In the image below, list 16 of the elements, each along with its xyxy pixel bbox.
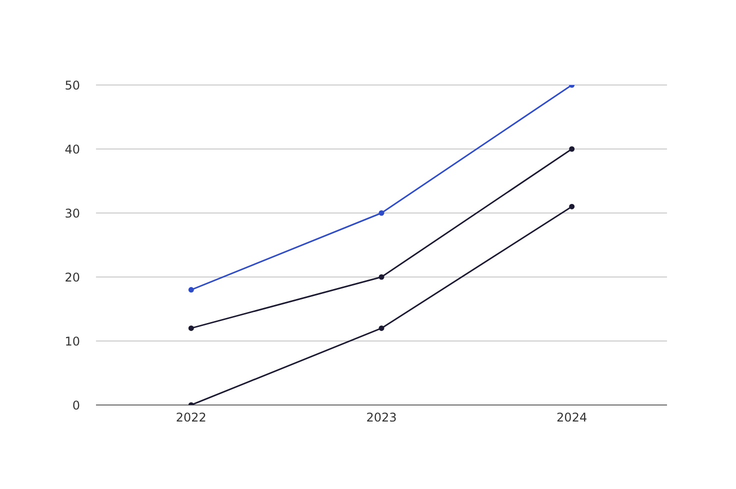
point — [569, 146, 575, 152]
y-tick-label: 40 — [64, 142, 80, 156]
y-tick-label: 50 — [64, 78, 80, 92]
point — [378, 274, 384, 280]
x-tick-label: 2024 — [556, 410, 588, 425]
point — [569, 204, 575, 210]
x-tick-label: 2023 — [366, 410, 397, 425]
x-tick-label: 2022 — [176, 410, 206, 425]
y-tick-label: 10 — [64, 334, 80, 348]
point — [188, 287, 194, 293]
point — [378, 210, 384, 216]
y-tick-label: 0 — [72, 398, 80, 412]
y-tick-label: 30 — [64, 206, 80, 220]
point — [188, 325, 194, 331]
y-tick-label: 20 — [64, 270, 80, 284]
point — [378, 325, 384, 331]
